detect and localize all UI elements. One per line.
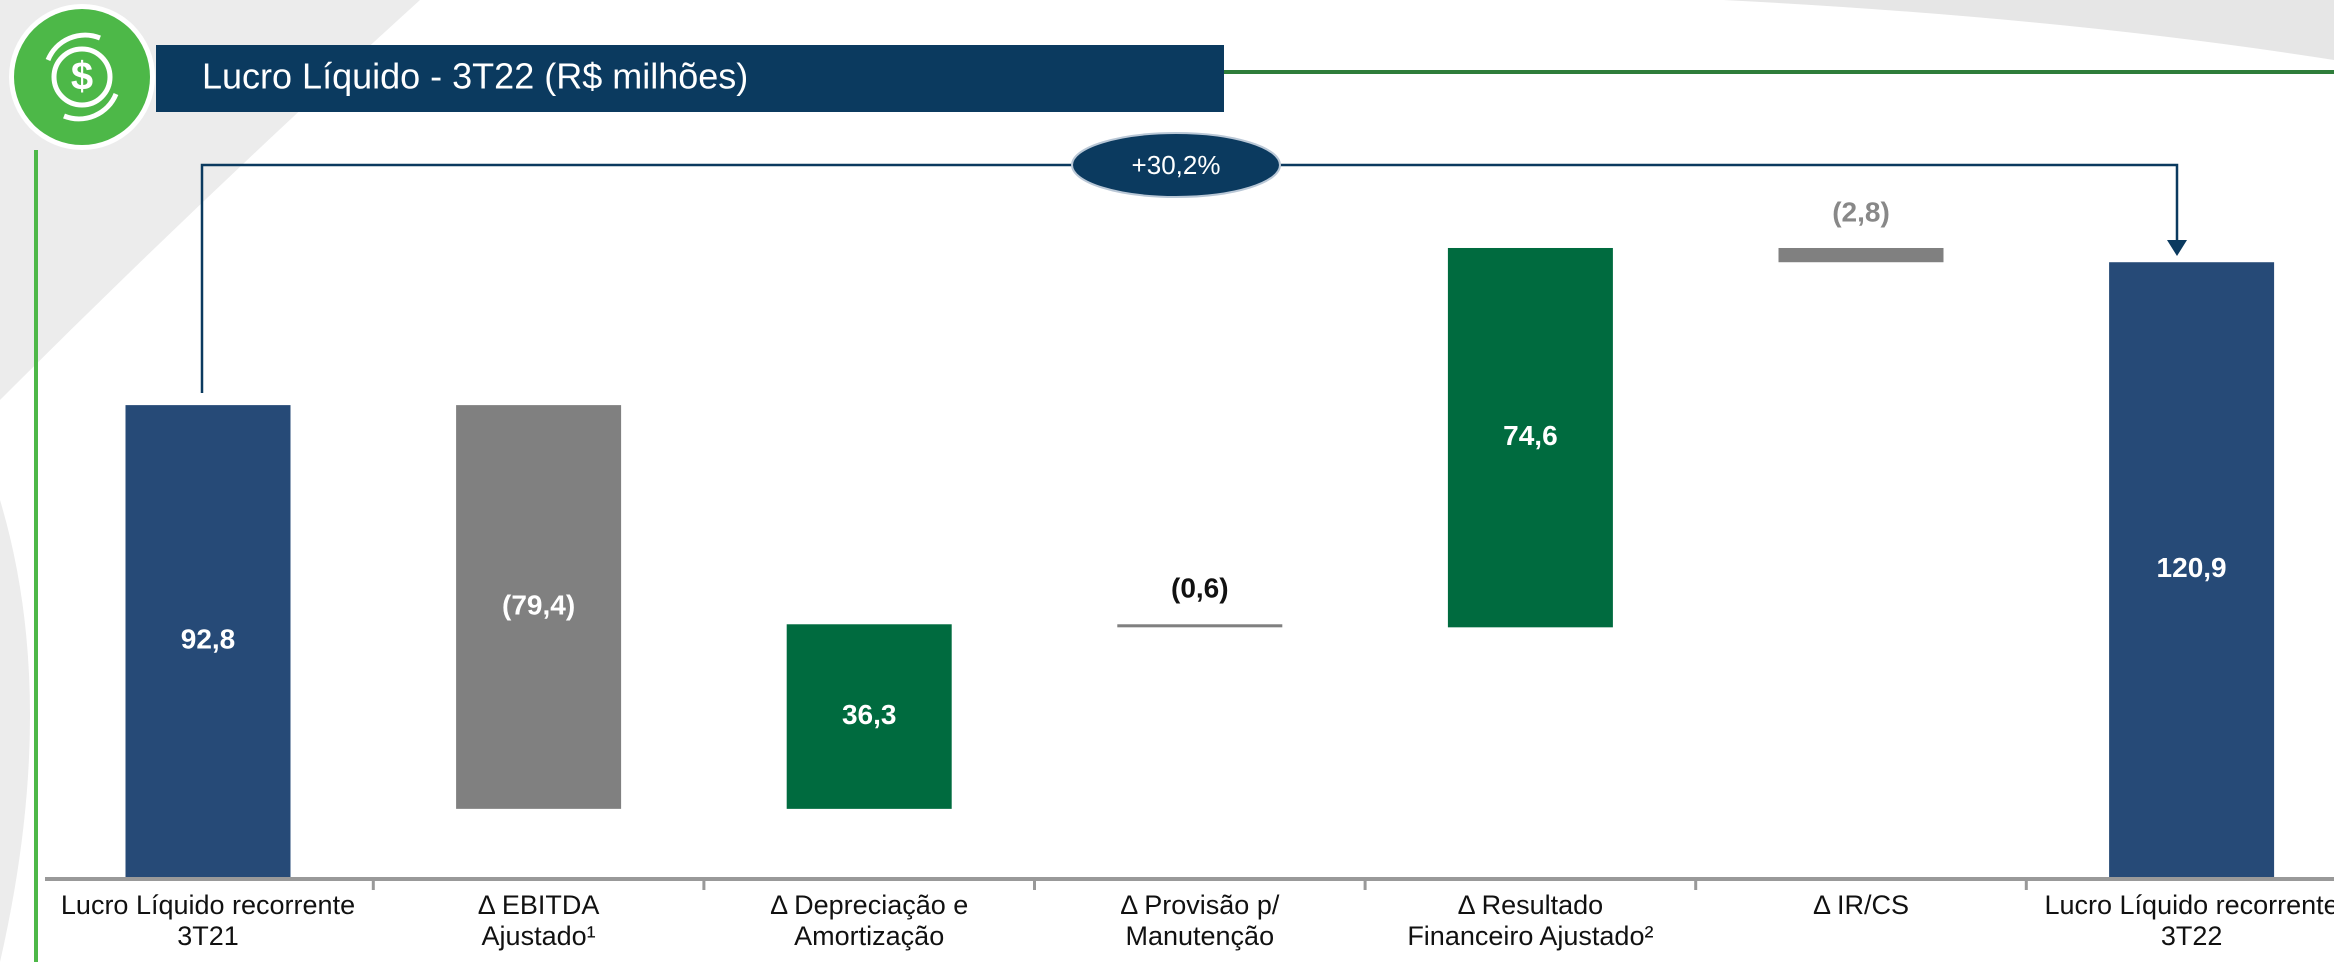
bar: [2109, 262, 2275, 877]
annotation: +30,2%: [1132, 150, 1221, 180]
bar: [786, 624, 952, 809]
background-swoosh: [0, 500, 30, 962]
bar: [456, 405, 622, 809]
icon-glyph: $: [71, 55, 93, 99]
x-tick-label: Δ Depreciação e Amortização: [770, 890, 969, 951]
value-label: 120,9: [2157, 552, 2227, 583]
arrow-head: [2167, 240, 2187, 256]
icon-glyph: [45, 32, 119, 122]
value-label: (2,8): [1832, 196, 1890, 227]
x-tick-label: Lucro Líquido recorrente 3T22: [2044, 890, 2334, 951]
annotation-badge: [1071, 132, 1281, 198]
value-label: (0,6): [1171, 573, 1229, 604]
value-label: 36,3: [842, 699, 897, 730]
bar: [125, 405, 291, 877]
x-tick-label: Δ IR/CS: [1812, 890, 1910, 920]
icon-glyph: [51, 46, 113, 108]
x-tick-label: Lucro Líquido recorrente 3T21: [60, 890, 356, 951]
value-label: 92,8: [181, 623, 236, 654]
bar: [1117, 624, 1283, 628]
x-tick-label: Δ Provisão p/ Manutenção: [1120, 890, 1280, 951]
value-label: (79,4): [502, 589, 575, 620]
bar: [1447, 247, 1613, 628]
title-bar: [156, 45, 1224, 112]
value-label: 74,6: [1503, 420, 1558, 451]
bar: [1778, 247, 1944, 263]
x-tick-label: Δ EBITDA Ajustado¹: [477, 890, 600, 951]
chart-title: Lucro Líquido - 3T22 (R$ milhões): [202, 56, 748, 97]
x-tick-label: Δ Resultado Financeiro Ajustado²: [1407, 890, 1654, 951]
background-swoosh: [700, 0, 2334, 60]
icon: [14, 9, 150, 145]
